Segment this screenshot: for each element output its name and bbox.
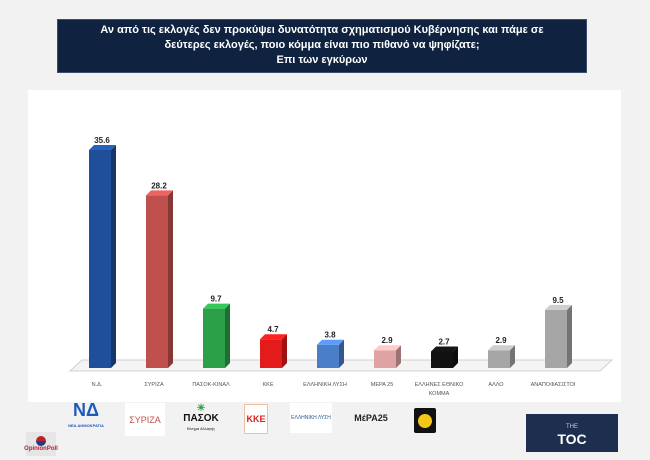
title-subtitle: Επι των εγκύρων — [276, 54, 368, 66]
bar-top-3 — [260, 334, 287, 340]
kke-logo: ΚΚΕ — [244, 404, 268, 434]
category-label-7: ΑΛΛΟ — [488, 382, 504, 388]
bar-3 — [260, 339, 282, 368]
bar-side-5 — [396, 345, 401, 368]
data-label-8: 9.5 — [552, 296, 564, 305]
bar-0 — [89, 150, 111, 368]
data-label-5: 2.9 — [381, 336, 393, 345]
bar-side-0 — [111, 145, 116, 368]
category-label-0: Ν.Δ. — [92, 382, 103, 388]
opinion-poll-logo: OpinionPoll — [24, 432, 58, 456]
data-label-6: 2.7 — [438, 337, 450, 346]
category-label-6: ΕΛΛΗΝΕΣ ΕΘΝΙΚΟ — [415, 382, 465, 388]
bar-top-2 — [203, 303, 230, 309]
nd-logo: ΝΔ ΝΕΑ ΔΗΜΟΚΡΑΤΙΑ — [68, 400, 104, 428]
bar-side-1 — [168, 190, 173, 368]
bar-side-4 — [339, 339, 344, 368]
bar-6 — [431, 351, 453, 368]
bar-5 — [374, 350, 396, 368]
syriza-logo: ΣΥΡΙΖΑ — [125, 403, 165, 436]
category-label-8: ΑΝΑΠΟΦΑΣΙΣΤΟΙ — [531, 382, 576, 388]
bar-side-6 — [453, 346, 458, 368]
category-label-5: ΜΕΡΑ 25 — [371, 382, 394, 388]
pasok-logo: ☀ ΠΑΣΟΚ Κίνημα Αλλαγής — [183, 403, 219, 432]
data-label-7: 2.9 — [495, 336, 507, 345]
bar-top-1 — [146, 190, 173, 196]
category-label-2: ΠΑΣΟΚ-ΚΙΝΑΛ — [192, 382, 230, 388]
chart-title: Αν από τις εκλογές δεν προκύψει δυνατότη… — [57, 19, 587, 73]
data-label-2: 9.7 — [210, 295, 222, 304]
the-toc-logo: THE TOC — [526, 414, 618, 452]
bar-side-8 — [567, 304, 572, 368]
data-label-0: 35.6 — [94, 136, 110, 145]
bar-top-0 — [89, 145, 116, 150]
bar-8 — [545, 309, 567, 368]
ellines-logo — [414, 408, 436, 433]
bar-top-7 — [488, 345, 515, 351]
bar-side-3 — [282, 334, 287, 368]
category-label-3: ΚΚΕ — [262, 382, 273, 388]
data-label-3: 4.7 — [267, 325, 279, 334]
bar-4 — [317, 344, 339, 368]
category-label-6: ΚΟΜΜΑ — [429, 391, 450, 397]
bar-top-4 — [317, 339, 344, 345]
bar-side-2 — [225, 303, 230, 368]
bar-side-7 — [510, 345, 515, 368]
bar-1 — [146, 195, 168, 368]
title-line-2: δεύτερες εκλογές, ποιο κόμμα είναι πιο π… — [164, 39, 480, 51]
bar-top-6 — [431, 346, 458, 352]
elliniki-lysi-logo: ΕΛΛΗΝΙΚΗ ΛΥΣΗ — [290, 403, 332, 433]
bar-2 — [203, 308, 225, 368]
bar-7 — [488, 350, 510, 368]
mera25-logo: ΜέΡΑ25 — [354, 412, 388, 423]
category-label-1: ΣΥΡΙΖΑ — [144, 382, 164, 388]
bar-top-8 — [545, 304, 572, 310]
bar-top-5 — [374, 345, 401, 351]
title-line-1: Αν από τις εκλογές δεν προκύψει δυνατότη… — [100, 24, 544, 36]
data-label-4: 3.8 — [324, 331, 336, 340]
category-label-4: ΕΛΛΗΝΙΚΗ ΛΥΣΗ — [303, 382, 347, 388]
data-label-1: 28.2 — [151, 181, 167, 190]
